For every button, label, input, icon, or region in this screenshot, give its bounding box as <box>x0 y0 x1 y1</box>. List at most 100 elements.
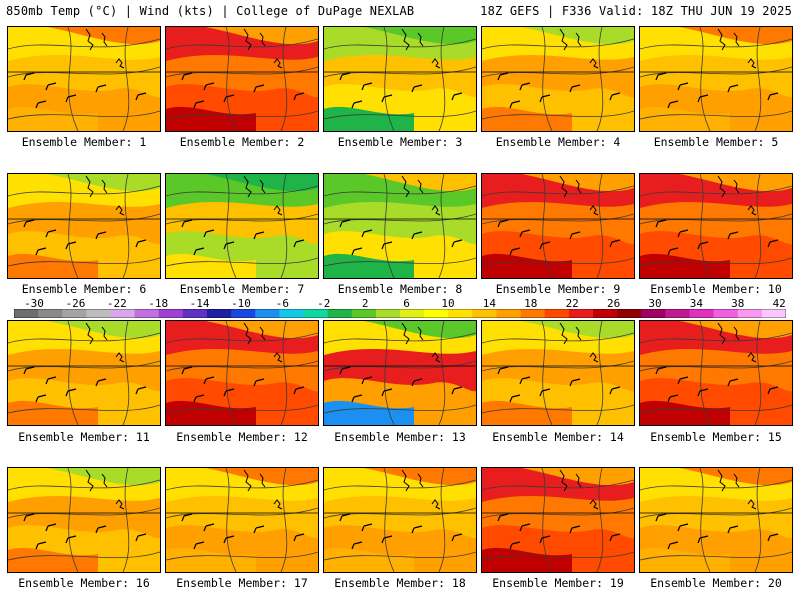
contour-line <box>166 66 318 78</box>
contour-line <box>8 479 160 491</box>
contour-line <box>754 174 762 278</box>
contour-line <box>640 257 792 267</box>
coastline <box>243 469 252 492</box>
wind-barb <box>697 535 709 544</box>
colorbar-swatch <box>375 309 401 318</box>
contour-line <box>482 551 634 561</box>
colorbar-swatch <box>713 309 739 318</box>
contour-line <box>324 479 476 491</box>
contour-line <box>324 38 476 50</box>
wind-barb <box>293 92 305 101</box>
wind-barb <box>667 394 679 403</box>
wind-barb <box>135 533 147 542</box>
contour-line <box>482 360 634 372</box>
coastline <box>401 469 410 492</box>
contour-line <box>166 38 318 50</box>
colorbar-swatch <box>351 309 377 318</box>
wind-barb <box>509 541 521 550</box>
temperature-map <box>166 321 318 425</box>
island-outline <box>431 58 441 69</box>
contour-line <box>67 321 79 425</box>
contour-line <box>541 27 553 131</box>
contour-line <box>482 257 634 267</box>
colorbar-tick-label: -14 <box>189 297 210 310</box>
colorbar-tick-label: -10 <box>231 297 251 310</box>
wind-barb <box>569 231 581 240</box>
colorbar-tick-label: 42 <box>772 297 786 310</box>
temperature-map <box>324 174 476 278</box>
coastline <box>559 175 568 198</box>
wind-barb <box>45 82 57 91</box>
ensemble-member-panel <box>165 173 319 279</box>
wind-barb <box>509 100 521 109</box>
contour-line <box>8 185 160 197</box>
contour-line <box>280 468 288 572</box>
temperature-map <box>640 321 792 425</box>
wind-barb <box>339 72 351 81</box>
contour-line <box>166 360 318 372</box>
coastline <box>401 28 410 51</box>
contour-line <box>541 468 553 572</box>
colorbar-tick-label: 30 <box>648 297 662 310</box>
contour-line <box>8 404 160 414</box>
contour-line <box>482 332 634 344</box>
contour-line <box>280 27 288 131</box>
colorbar-tick-label: 2 <box>361 297 369 310</box>
wind-barb <box>497 219 509 228</box>
wind-barb <box>727 84 739 93</box>
wind-barb <box>451 386 463 395</box>
wind-barb <box>293 533 305 542</box>
coastline <box>243 175 252 198</box>
wind-barb <box>65 241 77 250</box>
wind-barb <box>135 239 147 248</box>
wind-barb <box>519 82 531 91</box>
temperature-map <box>640 468 792 572</box>
wind-barb <box>609 533 621 542</box>
contour-line <box>640 507 792 519</box>
contour-line <box>166 404 318 414</box>
ensemble-member-label: Ensemble Member: 7 <box>179 282 305 296</box>
contour-line <box>324 360 476 372</box>
contour-line <box>166 332 318 344</box>
wind-barb <box>411 525 423 534</box>
ensemble-member-label: Ensemble Member: 16 <box>18 576 150 590</box>
wind-barb <box>35 247 47 256</box>
contour-line <box>166 257 318 267</box>
ensemble-member-label: Ensemble Member: 14 <box>492 430 624 444</box>
colorbar-tick-label: -18 <box>148 297 169 310</box>
wind-barb <box>339 366 351 375</box>
colorbar-swatch <box>327 309 353 318</box>
contour-line <box>324 213 476 225</box>
contour-line <box>8 66 160 78</box>
ensemble-member-panel <box>639 320 793 426</box>
wind-barb <box>203 82 215 91</box>
wind-barb <box>539 388 551 397</box>
wind-barb <box>181 366 193 375</box>
ensemble-member-panel <box>323 320 477 426</box>
island-outline <box>273 352 283 363</box>
contour-line <box>438 468 446 572</box>
wind-barb <box>451 533 463 542</box>
wind-barb <box>519 229 531 238</box>
colorbar-swatch <box>110 309 136 318</box>
contour-line <box>596 27 604 131</box>
coastline <box>559 28 568 51</box>
contour-line <box>280 321 288 425</box>
contour-line <box>225 174 237 278</box>
colorbar-swatch <box>182 309 208 318</box>
colorbar-swatch <box>737 309 763 318</box>
ensemble-member-panel <box>165 467 319 573</box>
wind-barb <box>351 394 363 403</box>
coastline <box>575 179 582 194</box>
wind-barb <box>23 219 35 228</box>
colorbar-swatch <box>255 309 280 318</box>
wind-barb <box>727 231 739 240</box>
ensemble-member-panel <box>7 26 161 132</box>
colorbar-swatch <box>617 309 642 318</box>
wind-barb <box>65 388 77 397</box>
ensemble-member-label: Ensemble Member: 19 <box>492 576 624 590</box>
contour-line <box>67 174 79 278</box>
wind-barb <box>95 378 107 387</box>
colorbar-tick-label: -26 <box>65 297 86 310</box>
contour-line <box>166 185 318 197</box>
